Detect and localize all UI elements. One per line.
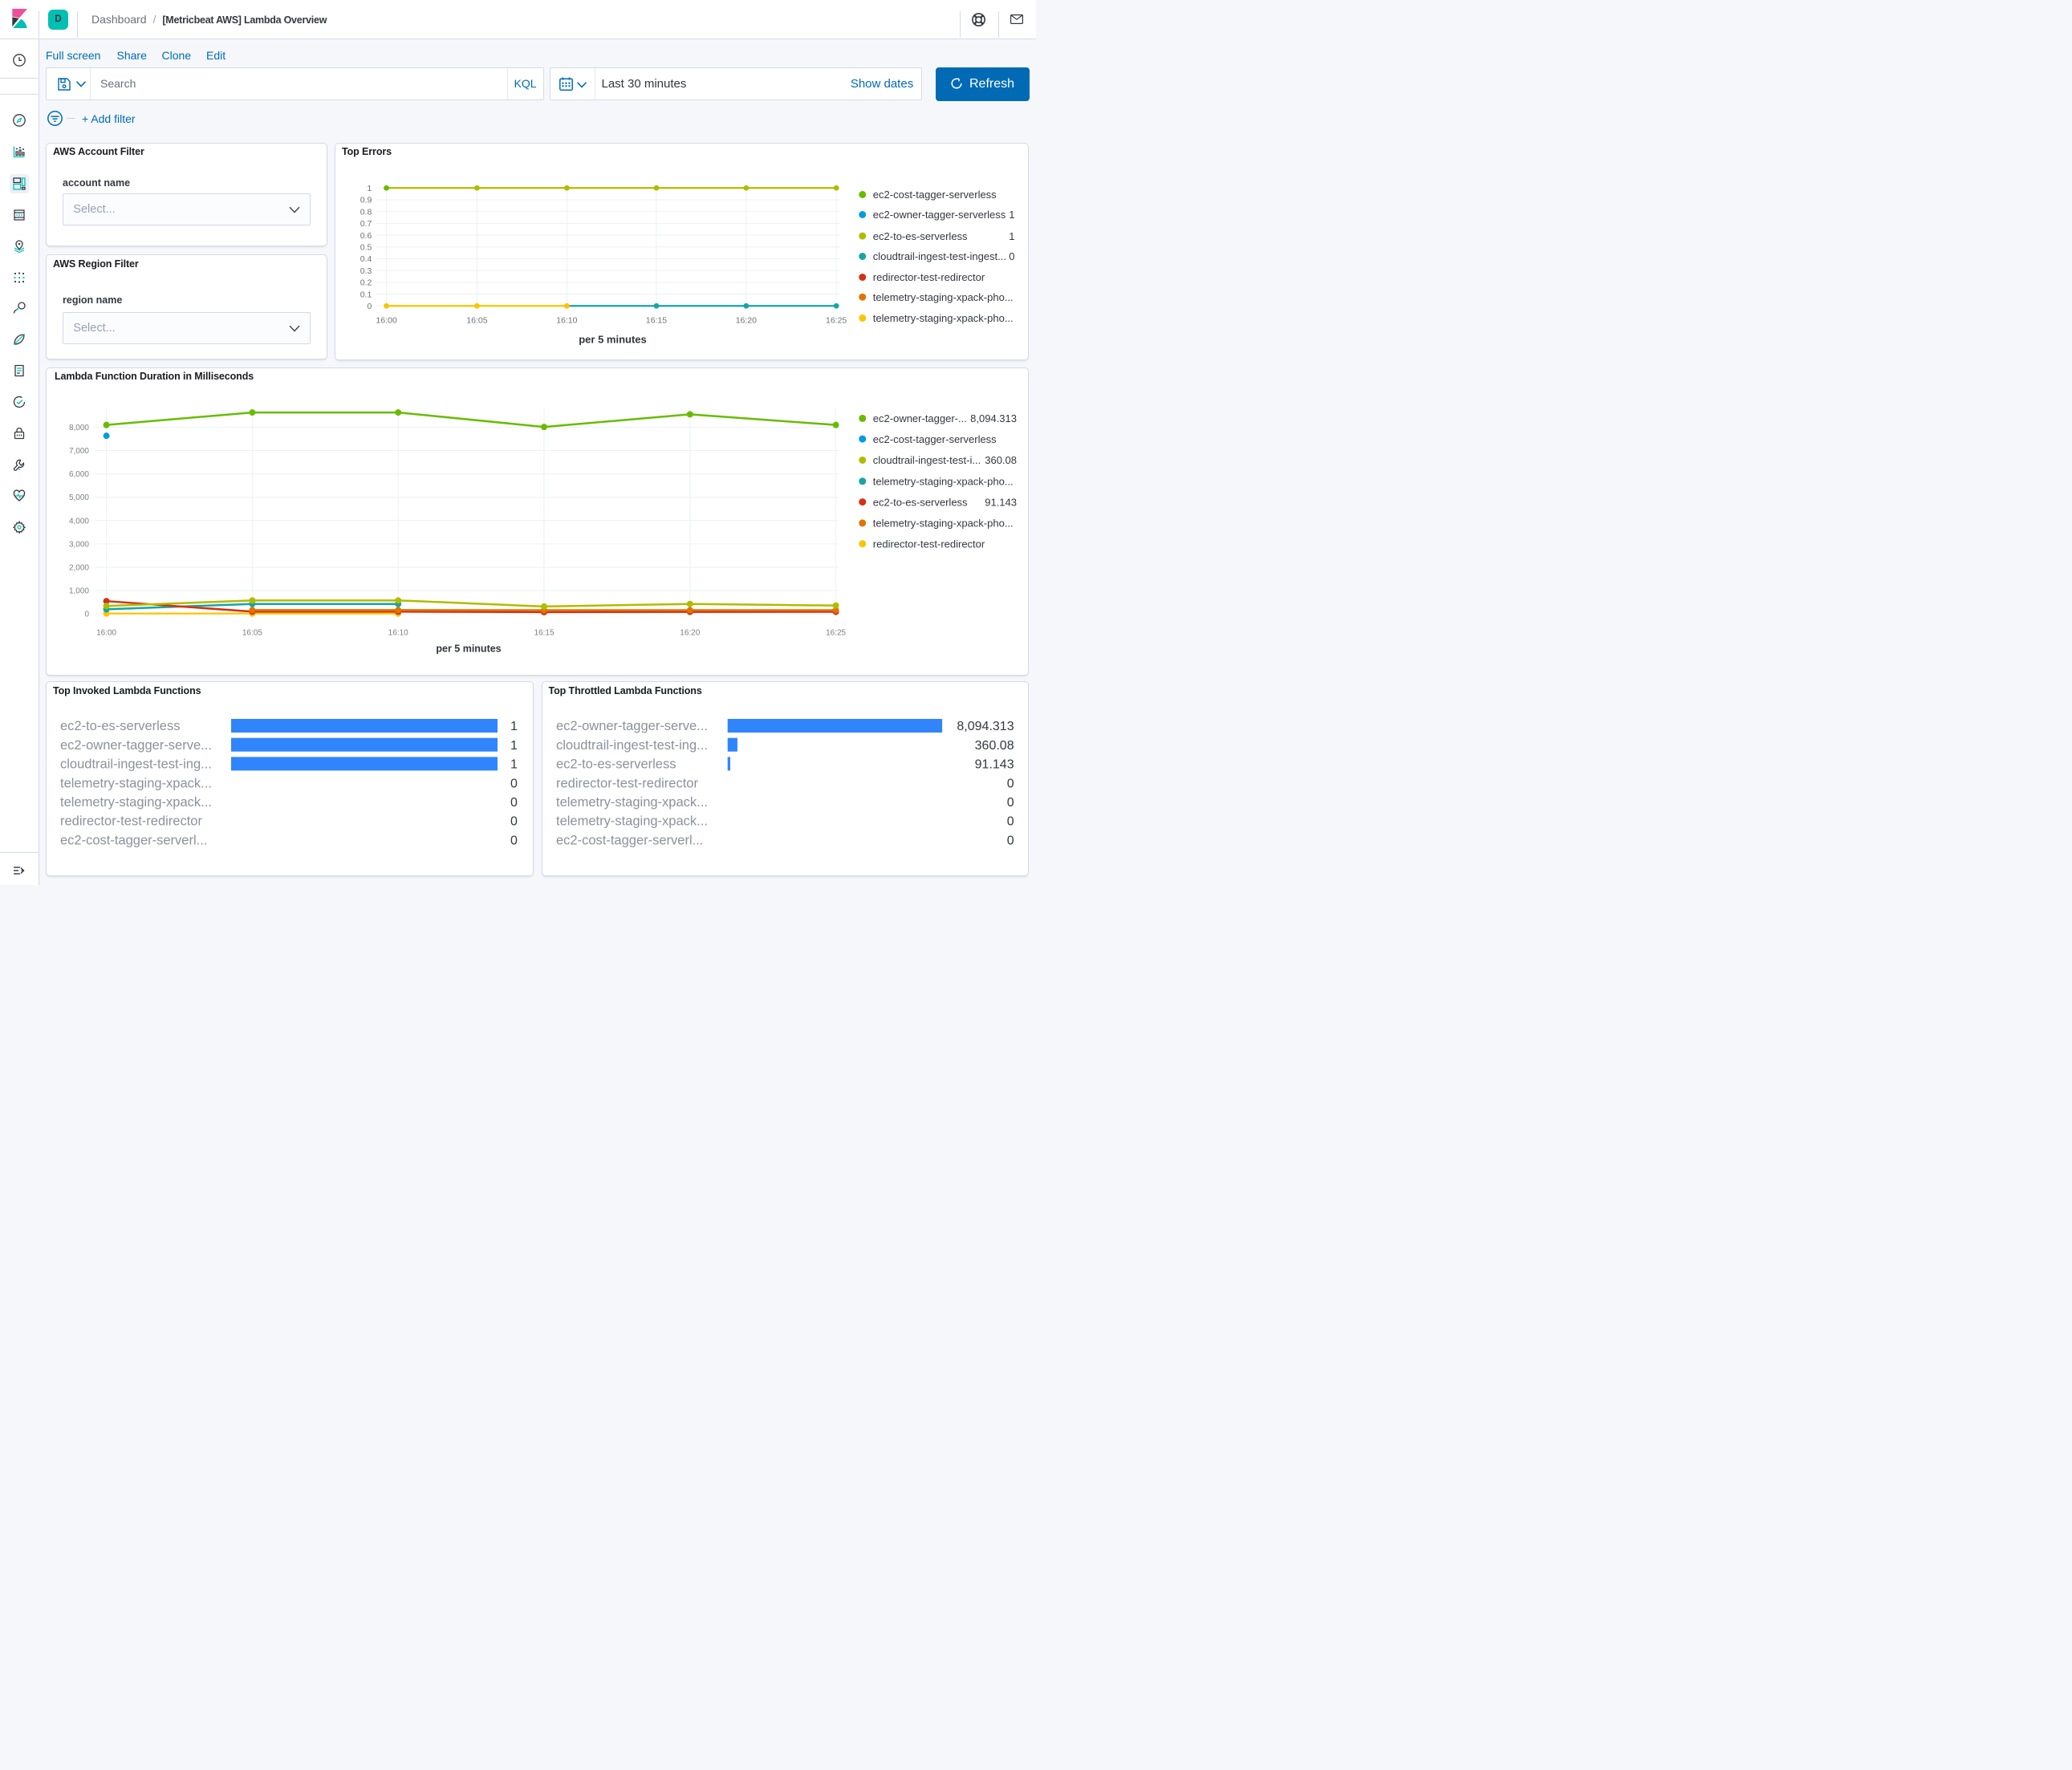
svg-text:redirector-test-redirector: redirector-test-redirector	[873, 271, 985, 283]
svg-text:telemetry-staging-xpack-pho...: telemetry-staging-xpack-pho...	[873, 475, 1014, 487]
svg-text:0: 0	[1006, 834, 1014, 848]
svg-text:ec2-to-es-serverless: ec2-to-es-serverless	[873, 229, 968, 242]
svg-text:16:05: 16:05	[466, 315, 487, 325]
svg-text:8,094.313: 8,094.313	[970, 412, 1017, 424]
svg-text:redirector-test-redirector: redirector-test-redirector	[873, 538, 985, 550]
svg-text:0.7: 0.7	[360, 219, 372, 229]
svg-text:16:10: 16:10	[556, 315, 577, 325]
svg-text:0: 0	[1006, 815, 1014, 829]
svg-text:2,000: 2,000	[69, 563, 89, 572]
svg-text:telemetry-staging-xpack...: telemetry-staging-xpack...	[556, 814, 708, 829]
svg-text:0: 0	[84, 610, 89, 619]
svg-text:16:20: 16:20	[736, 315, 757, 325]
svg-text:1,000: 1,000	[69, 587, 89, 595]
svg-text:0: 0	[1006, 796, 1014, 810]
svg-text:1: 1	[510, 758, 518, 772]
svg-text:per 5 minutes: per 5 minutes	[579, 333, 647, 345]
svg-text:16:20: 16:20	[680, 628, 700, 637]
svg-text:0: 0	[510, 815, 518, 829]
svg-text:telemetry-staging-xpack-pho...: telemetry-staging-xpack-pho...	[873, 517, 1014, 529]
svg-text:telemetry-staging-xpack...: telemetry-staging-xpack...	[556, 795, 708, 810]
svg-text:ec2-cost-tagger-serverless: ec2-cost-tagger-serverless	[873, 189, 997, 201]
svg-text:ec2-cost-tagger-serverl...: ec2-cost-tagger-serverl...	[556, 834, 703, 848]
svg-text:telemetry-staging-xpack...: telemetry-staging-xpack...	[60, 795, 212, 810]
svg-text:cloudtrail-ingest-test-i...: cloudtrail-ingest-test-i...	[873, 454, 981, 466]
svg-text:6,000: 6,000	[69, 470, 89, 479]
svg-text:16:15: 16:15	[646, 315, 667, 325]
svg-text:0.1: 0.1	[360, 290, 372, 299]
svg-text:telemetry-staging-xpack-pho...: telemetry-staging-xpack-pho...	[873, 312, 1014, 324]
svg-text:91.143: 91.143	[974, 758, 1014, 772]
svg-text:redirector-test-redirector: redirector-test-redirector	[60, 814, 202, 829]
svg-text:per 5 minutes: per 5 minutes	[436, 643, 501, 654]
svg-text:ec2-owner-tagger-serve...: ec2-owner-tagger-serve...	[556, 719, 708, 733]
svg-text:0: 0	[510, 834, 518, 848]
svg-text:16:15: 16:15	[534, 628, 554, 637]
svg-text:1: 1	[1009, 229, 1014, 242]
svg-text:ec2-to-es-serverless: ec2-to-es-serverless	[60, 719, 180, 733]
svg-text:redirector-test-redirector: redirector-test-redirector	[556, 777, 698, 791]
svg-text:0.6: 0.6	[360, 230, 372, 240]
svg-text:ec2-owner-tagger-serverless: ec2-owner-tagger-serverless	[873, 209, 1006, 221]
svg-text:91.143: 91.143	[985, 496, 1017, 508]
svg-text:telemetry-staging-xpack-pho...: telemetry-staging-xpack-pho...	[873, 290, 1014, 302]
svg-text:1: 1	[510, 739, 518, 753]
svg-text:telemetry-staging-xpack...: telemetry-staging-xpack...	[60, 777, 212, 791]
svg-text:0: 0	[368, 301, 372, 311]
svg-text:8,094.313: 8,094.313	[957, 720, 1014, 733]
svg-text:0.3: 0.3	[360, 266, 372, 275]
svg-text:0: 0	[1006, 777, 1014, 791]
svg-text:4,000: 4,000	[69, 517, 89, 526]
svg-text:ec2-owner-tagger-...: ec2-owner-tagger-...	[873, 412, 967, 424]
svg-text:1: 1	[510, 720, 518, 733]
svg-text:16:25: 16:25	[826, 315, 847, 325]
svg-text:0: 0	[510, 777, 518, 791]
svg-text:0.8: 0.8	[360, 207, 372, 217]
svg-text:16:25: 16:25	[826, 628, 846, 637]
svg-text:cloudtrail-ingest-test-ing...: cloudtrail-ingest-test-ing...	[60, 757, 212, 772]
svg-text:3,000: 3,000	[69, 540, 89, 549]
svg-text:16:10: 16:10	[388, 628, 408, 637]
svg-text:0.5: 0.5	[360, 242, 372, 252]
svg-text:ec2-to-es-serverless: ec2-to-es-serverless	[556, 757, 676, 772]
svg-text:360.08: 360.08	[974, 739, 1014, 753]
svg-text:cloudtrail-ingest-test-ing...: cloudtrail-ingest-test-ing...	[556, 738, 708, 753]
svg-text:ec2-cost-tagger-serverl...: ec2-cost-tagger-serverl...	[60, 834, 207, 848]
svg-text:0.4: 0.4	[360, 254, 372, 264]
svg-text:16:00: 16:00	[96, 628, 116, 637]
svg-text:0: 0	[1009, 250, 1014, 262]
svg-text:0.9: 0.9	[360, 195, 372, 205]
svg-text:16:05: 16:05	[242, 628, 262, 637]
svg-text:ec2-cost-tagger-serverless: ec2-cost-tagger-serverless	[873, 432, 997, 445]
svg-text:ec2-owner-tagger-serve...: ec2-owner-tagger-serve...	[60, 738, 212, 753]
svg-text:0.2: 0.2	[360, 278, 372, 287]
svg-text:16:00: 16:00	[376, 315, 396, 325]
svg-text:ec2-to-es-serverless: ec2-to-es-serverless	[873, 496, 968, 508]
svg-text:1: 1	[1009, 209, 1014, 221]
svg-text:360.08: 360.08	[985, 454, 1017, 466]
svg-text:5,000: 5,000	[69, 493, 89, 502]
svg-text:1: 1	[368, 183, 372, 193]
svg-text:8,000: 8,000	[69, 423, 89, 432]
svg-text:7,000: 7,000	[69, 447, 89, 456]
svg-text:0: 0	[510, 796, 518, 810]
svg-text:cloudtrail-ingest-test-ingest.: cloudtrail-ingest-test-ingest...	[873, 250, 1006, 262]
